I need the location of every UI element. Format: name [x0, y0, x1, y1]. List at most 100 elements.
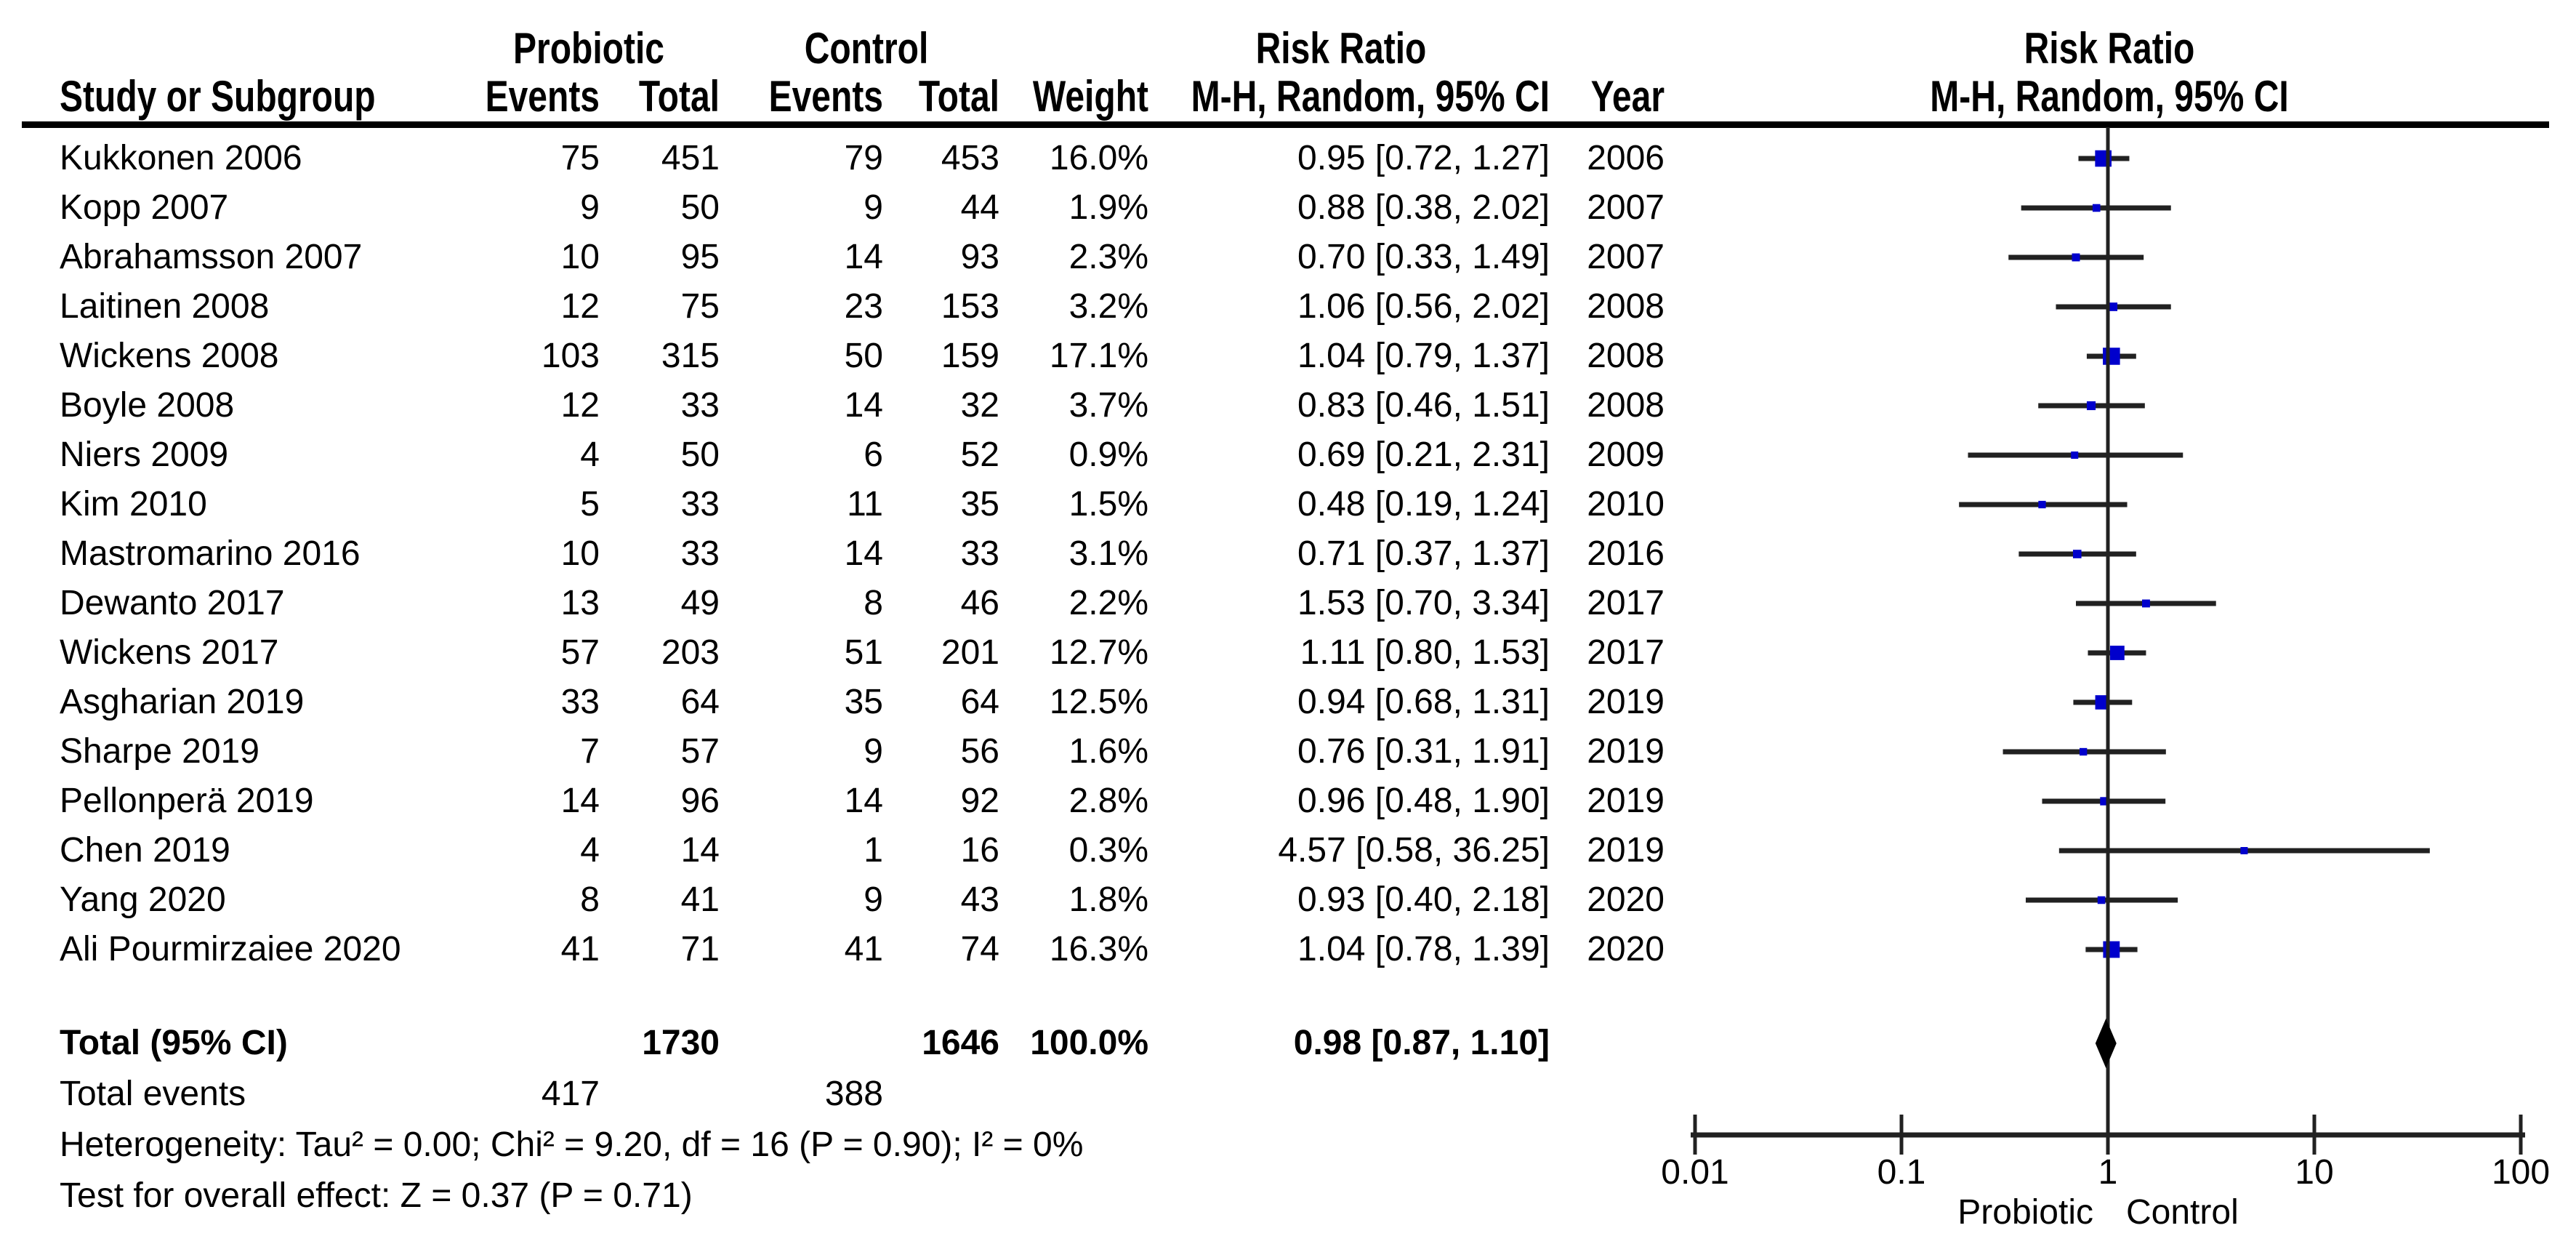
study-weight: 12.5%: [1049, 683, 1148, 721]
study-weight: 0.3%: [1068, 831, 1148, 870]
study-year: 2019: [1587, 683, 1665, 721]
study-ci-text: 0.93 [0.40, 2.18]: [1297, 880, 1550, 919]
study-ci-text: 0.48 [0.19, 1.24]: [1297, 485, 1550, 523]
study-total1: 57: [680, 732, 720, 771]
study-total2: 43: [960, 880, 999, 919]
ci-marker: [2056, 302, 2171, 311]
study-total2: 52: [960, 436, 999, 474]
study-ci-text: 1.04 [0.78, 1.39]: [1297, 930, 1550, 968]
study-weight: 17.1%: [1049, 337, 1148, 375]
study-ci-text: 1.53 [0.70, 3.34]: [1297, 584, 1550, 622]
ci-marker: [2073, 695, 2133, 710]
total-events-label: Total events: [60, 1075, 246, 1113]
axis-tick-label: 10: [2295, 1153, 2333, 1192]
study-ci-text: 0.88 [0.38, 2.02]: [1297, 188, 1550, 227]
study-total1: 14: [680, 831, 720, 870]
study-weight: 2.3%: [1068, 238, 1148, 276]
study-total1: 203: [661, 633, 720, 672]
ci-marker: [1968, 452, 2183, 459]
x-axis-line: [1691, 1132, 2525, 1138]
study-events2: 9: [864, 880, 883, 919]
study-events1: 9: [580, 188, 600, 227]
total-weight: 100.0%: [1030, 1024, 1148, 1062]
study-total2: 153: [941, 287, 999, 326]
study-total2: 16: [960, 831, 999, 870]
study-year: 2017: [1587, 584, 1665, 622]
column-header-events-control: Events: [768, 73, 883, 121]
study-events1: 12: [560, 386, 600, 425]
study-ci-text: 1.04 [0.79, 1.37]: [1297, 337, 1550, 375]
study-events2: 35: [844, 683, 883, 721]
study-total1: 64: [680, 683, 720, 721]
column-header-events-probiotic: Events: [485, 73, 600, 121]
ci-marker: [1959, 500, 2128, 509]
study-events2: 1: [864, 831, 883, 870]
study-year: 2019: [1587, 831, 1665, 870]
study-events2: 14: [844, 534, 883, 573]
study-total1: 96: [680, 782, 720, 820]
study-events1: 4: [580, 831, 600, 870]
study-total2: 46: [960, 584, 999, 622]
study-year: 2006: [1587, 139, 1665, 177]
group-header-control: Control: [804, 25, 929, 73]
study-total1: 451: [661, 139, 720, 177]
study-weight: 1.8%: [1068, 880, 1148, 919]
total-events-control: 388: [824, 1075, 883, 1113]
study-name: Chen 2019: [60, 831, 230, 870]
study-total1: 33: [680, 386, 720, 425]
axis-tick: [2106, 1115, 2110, 1155]
study-weight: 16.0%: [1049, 139, 1148, 177]
total-events-probiotic: 417: [541, 1075, 600, 1113]
column-header-total-control: Total: [918, 73, 999, 121]
favours-right-label: Control: [2126, 1193, 2239, 1232]
axis-tick-label: 1: [2098, 1153, 2118, 1192]
column-header-year: Year: [1590, 73, 1665, 121]
study-weight: 3.1%: [1068, 534, 1148, 573]
study-year: 2007: [1587, 238, 1665, 276]
study-ci-text: 1.06 [0.56, 2.02]: [1297, 287, 1550, 326]
study-year: 2020: [1587, 930, 1665, 968]
favours-left-label: Probiotic: [1957, 1193, 2093, 1232]
study-events1: 8: [580, 880, 600, 919]
ci-marker: [2078, 150, 2130, 167]
column-header-risk-ratio: Risk Ratio: [1255, 25, 1427, 73]
study-events2: 6: [864, 436, 883, 474]
study-events1: 7: [580, 732, 600, 771]
axis-tick: [2519, 1115, 2523, 1155]
study-total1: 33: [680, 485, 720, 523]
study-total1: 75: [680, 287, 720, 326]
total-probiotic-n: 1730: [642, 1024, 720, 1062]
study-total2: 35: [960, 485, 999, 523]
study-total1: 50: [680, 188, 720, 227]
study-name: Wickens 2008: [60, 337, 279, 375]
ci-marker: [2058, 847, 2430, 854]
study-events2: 14: [844, 386, 883, 425]
group-header-probiotic: Probiotic: [512, 25, 665, 73]
total-ci: 0.98 [0.87, 1.10]: [1293, 1024, 1550, 1062]
study-total1: 95: [680, 238, 720, 276]
study-events1: 103: [541, 337, 600, 375]
column-header-ci: M-H, Random, 95% CI: [1191, 73, 1550, 121]
study-year: 2010: [1587, 485, 1665, 523]
plot-header-method: M-H, Random, 95% CI: [1930, 73, 2289, 121]
study-year: 2008: [1587, 287, 1665, 326]
ci-marker: [2018, 550, 2136, 558]
study-name: Niers 2009: [60, 436, 229, 474]
study-events2: 50: [844, 337, 883, 375]
study-name: Mastromarino 2016: [60, 534, 361, 573]
study-events1: 10: [560, 238, 600, 276]
study-weight: 3.7%: [1068, 386, 1148, 425]
study-weight: 1.6%: [1068, 732, 1148, 771]
study-weight: 2.8%: [1068, 782, 1148, 820]
study-ci-text: 0.83 [0.46, 1.51]: [1297, 386, 1550, 425]
study-total2: 74: [960, 930, 999, 968]
study-year: 2007: [1587, 188, 1665, 227]
study-year: 2009: [1587, 436, 1665, 474]
study-name: Abrahamsson 2007: [60, 238, 363, 276]
study-weight: 0.9%: [1068, 436, 1148, 474]
ci-marker: [2025, 896, 2178, 904]
study-name: Sharpe 2019: [60, 732, 259, 771]
study-total2: 93: [960, 238, 999, 276]
